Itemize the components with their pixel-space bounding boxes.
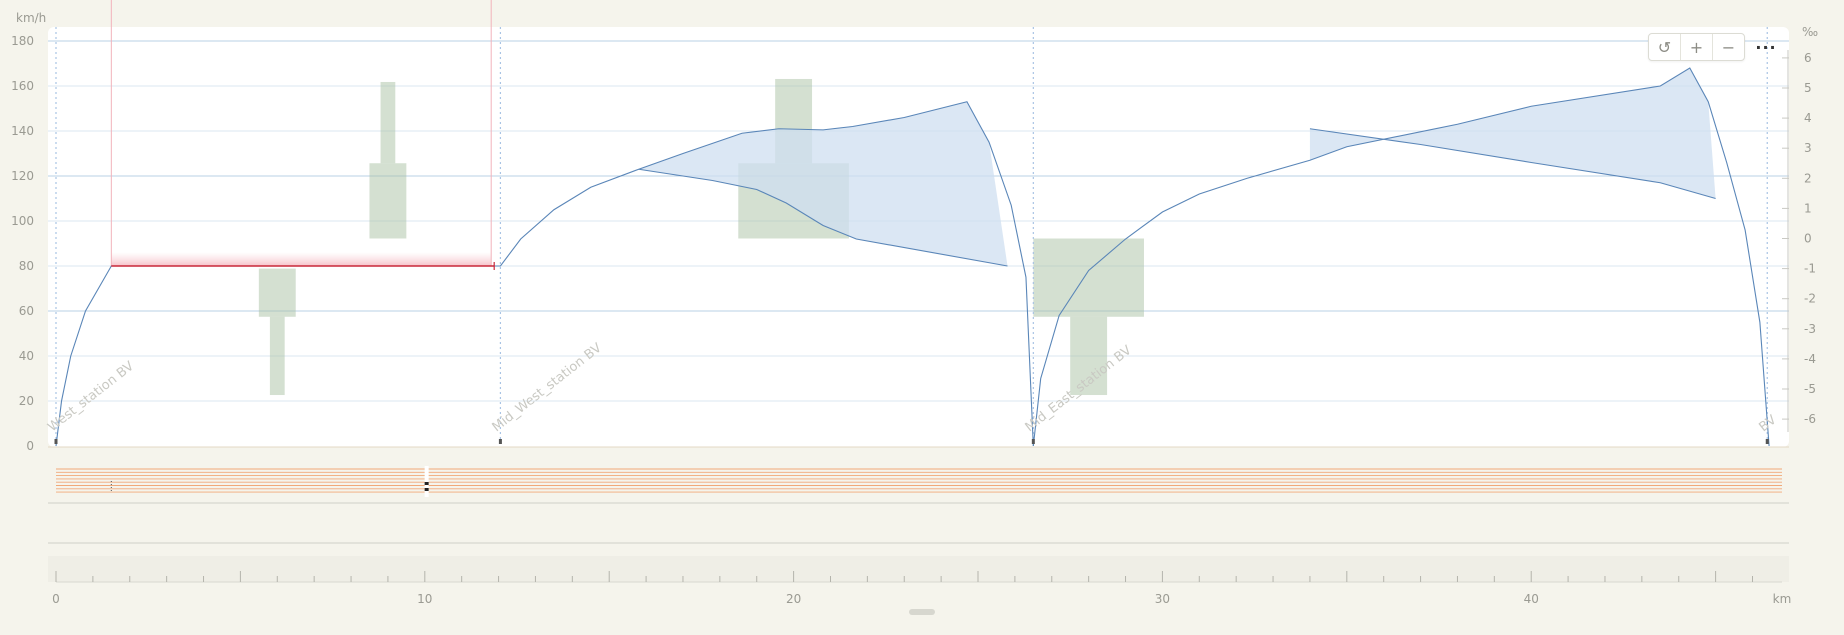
y2-tick-label: 5 xyxy=(1804,81,1812,95)
y-tick-label: 0 xyxy=(26,439,34,453)
y2-tick-label: -5 xyxy=(1804,382,1816,396)
chart-toolbar: ↺ + − xyxy=(1648,33,1745,61)
speed-series-line xyxy=(1032,67,1770,447)
y-tick-label: 140 xyxy=(11,124,34,138)
x-tick-label: 10 xyxy=(417,592,432,606)
y-tick-label: 20 xyxy=(19,394,34,408)
gradient-block xyxy=(1033,238,1144,317)
y2-tick-label: 1 xyxy=(1804,201,1812,215)
y2-tick-label: 2 xyxy=(1804,171,1812,185)
y2-tick-label: 4 xyxy=(1804,111,1812,125)
y-tick-label: 80 xyxy=(19,259,34,273)
y2-tick-label: -1 xyxy=(1804,262,1816,276)
y2-tick-label: -6 xyxy=(1804,412,1816,426)
gradient-block xyxy=(269,316,285,396)
x-tick-label: 30 xyxy=(1155,592,1170,606)
reset-icon: ↺ xyxy=(1657,37,1672,57)
y-tick-label: 180 xyxy=(11,34,34,48)
x-tick-label: 0 xyxy=(52,592,60,606)
resize-handle[interactable] xyxy=(909,609,935,615)
track-switch-gap xyxy=(424,466,429,497)
speed-limit-shade xyxy=(111,252,492,266)
y-tick-label: 60 xyxy=(19,304,34,318)
y-tick-label: 120 xyxy=(11,169,34,183)
zoom-out-button[interactable]: − xyxy=(1721,37,1736,57)
y2-tick-label: 0 xyxy=(1804,232,1812,246)
y2-tick-label: 6 xyxy=(1804,51,1812,65)
y-tick-label: 40 xyxy=(19,349,34,363)
speed-series-line xyxy=(1309,128,1716,200)
distance-panel xyxy=(48,556,1789,582)
track-switch-marker xyxy=(424,488,429,491)
x-tick-label: 20 xyxy=(786,592,801,606)
more-options-button[interactable]: ··· xyxy=(1755,37,1777,57)
braking-area xyxy=(638,101,1008,266)
y2-axis-label: ‰ xyxy=(1802,25,1818,39)
x-axis-unit-label: km xyxy=(1773,592,1792,606)
braking-area xyxy=(1309,68,1716,199)
y2-tick-label: 3 xyxy=(1804,141,1812,155)
track-switch-marker xyxy=(424,482,429,485)
y2-tick-label: -3 xyxy=(1804,322,1816,336)
gradient-block xyxy=(1070,316,1108,396)
station-marker xyxy=(498,439,502,444)
reset-zoom-button[interactable]: ↺ xyxy=(1649,34,1681,60)
station-marker xyxy=(1765,439,1769,444)
y2-tick-label: -4 xyxy=(1804,352,1816,366)
gradient-block xyxy=(380,81,396,164)
gradient-block xyxy=(369,163,407,239)
station-marker xyxy=(54,439,58,444)
station-marker xyxy=(1031,439,1035,444)
speed-series-line xyxy=(55,101,1034,447)
gradient-block xyxy=(258,268,296,317)
y2-tick-label: -2 xyxy=(1804,292,1816,306)
y-tick-label: 160 xyxy=(11,79,34,93)
x-tick-label: 40 xyxy=(1524,592,1539,606)
zoom-in-button[interactable]: + xyxy=(1681,34,1713,60)
speed-series-line xyxy=(638,168,1008,267)
y-axis-label: km/h xyxy=(16,11,46,25)
y-tick-label: 100 xyxy=(11,214,34,228)
